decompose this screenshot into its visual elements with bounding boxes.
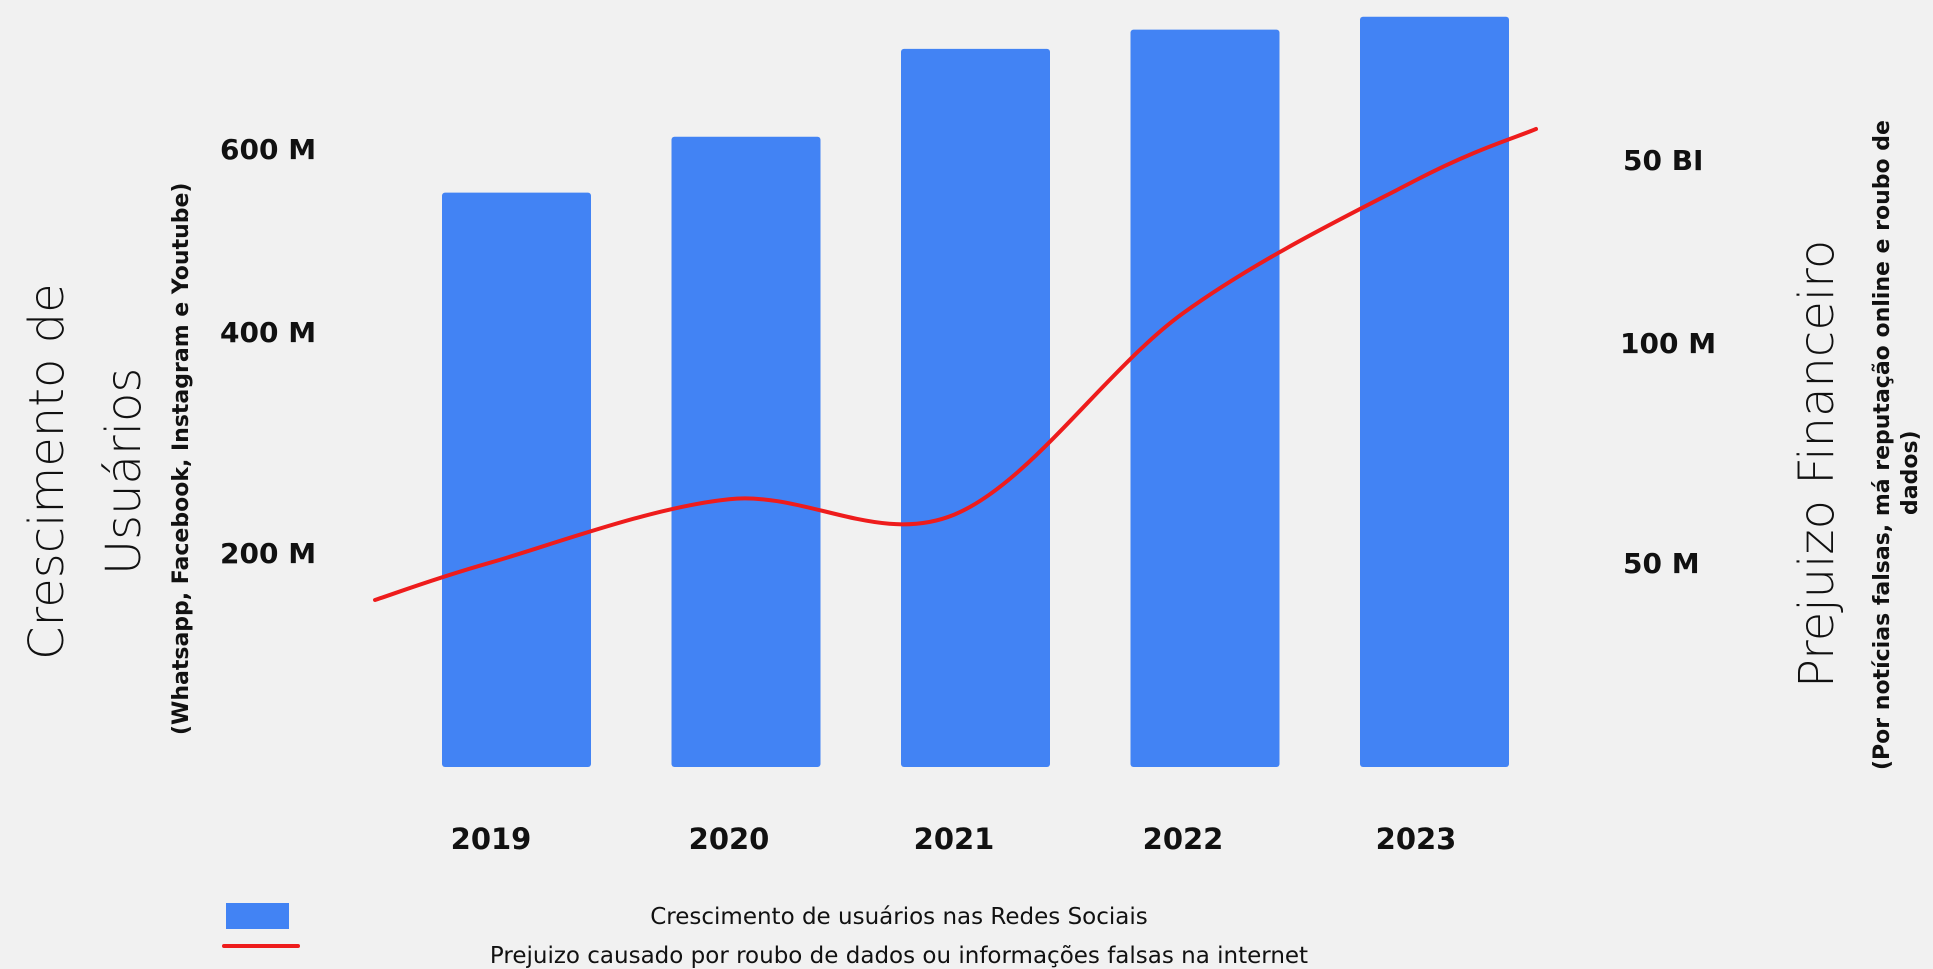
left-tick-label: 200 M <box>220 537 316 570</box>
right-axis-subtitle-wrapper-2: dados) <box>1898 430 1923 515</box>
right-axis-title-wrapper: Prejuizo Financeiro <box>1789 240 1845 688</box>
bar-2020 <box>671 136 821 768</box>
right-axis-subtitle-line-1: (Por notícias falsas, má reputação onlin… <box>1870 120 1895 770</box>
left-axis: Crescimento de Usuários (Whatsapp, Faceb… <box>19 133 316 735</box>
bar-2023 <box>1360 16 1509 767</box>
left-axis-title-line-2: Usuários <box>96 368 152 575</box>
bar-2022 <box>1130 29 1280 768</box>
left-axis-title: Crescimento de <box>19 283 75 660</box>
legend-bar-swatch <box>226 903 289 929</box>
line-series-financial-loss <box>373 127 1538 602</box>
x-axis-label: 2022 <box>1143 822 1224 856</box>
legend: Crescimento de usuários nas Redes Sociai… <box>222 903 1308 969</box>
left-axis-subtitle: (Whatsapp, Facebook, Instagram e Youtube… <box>169 183 194 735</box>
left-tick-label: 600 M <box>220 133 316 166</box>
right-axis-subtitle-line-2: dados) <box>1898 430 1923 515</box>
right-axis: 50 BI 100 M 50 M Prejuizo Financeiro (Po… <box>1620 120 1923 770</box>
x-axis-label: 2023 <box>1376 822 1457 856</box>
bar-2019 <box>442 192 591 768</box>
right-tick-label: 50 BI <box>1623 144 1703 177</box>
left-axis-subtitle-wrapper: (Whatsapp, Facebook, Instagram e Youtube… <box>169 183 194 735</box>
left-tick-label: 400 M <box>220 316 316 349</box>
right-axis-title: Prejuizo Financeiro <box>1789 240 1845 688</box>
bar-series-user-growth <box>442 16 1509 768</box>
legend-label-line-series: Prejuizo causado por roubo de dados ou i… <box>490 943 1308 969</box>
left-axis-title-line-1: Crescimento de <box>19 283 75 660</box>
left-axis-title-continued: Usuários <box>96 368 152 575</box>
right-axis-subtitle-wrapper-1: (Por notícias falsas, má reputação onlin… <box>1870 120 1895 770</box>
x-axis: 2019 2020 2021 2022 2023 <box>451 822 1457 856</box>
right-tick-label: 100 M <box>1620 327 1716 360</box>
x-axis-label: 2021 <box>914 822 995 856</box>
x-axis-label: 2019 <box>451 822 532 856</box>
right-tick-label: 50 M <box>1623 547 1700 580</box>
x-axis-label: 2020 <box>689 822 770 856</box>
legend-label-bar-series: Crescimento de usuários nas Redes Sociai… <box>650 904 1148 930</box>
bar-2021 <box>901 48 1050 767</box>
